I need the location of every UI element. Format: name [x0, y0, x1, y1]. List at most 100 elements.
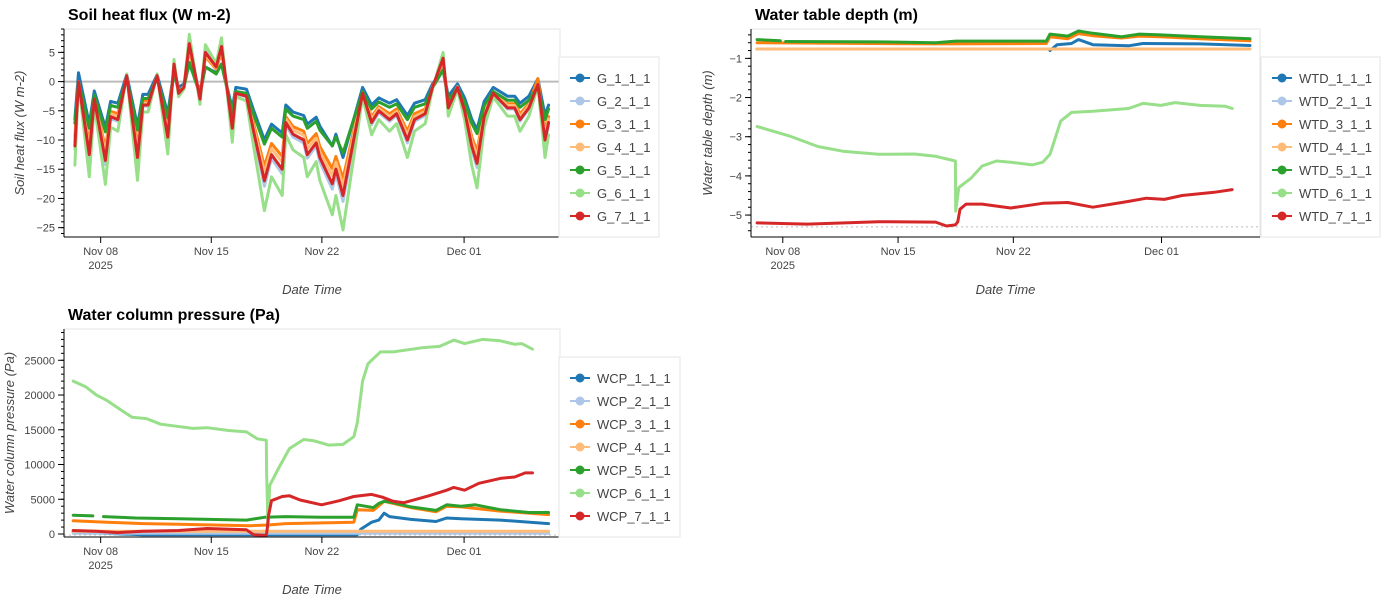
legend-marker-icon [575, 396, 585, 406]
legend-marker-icon [575, 211, 585, 221]
x-tick-label: Nov 15 [194, 546, 229, 558]
series-line-WTD_3_1_1 [755, 32, 1252, 46]
legend-item[interactable]: G_4_1_1 [570, 140, 651, 155]
legend-marker-icon [1277, 211, 1287, 221]
legend-item[interactable]: WCP_6_1_1 [570, 486, 671, 501]
legend-item[interactable]: WCP_1_1_1 [570, 371, 671, 386]
x-axis-label: Date Time [282, 582, 342, 597]
legend-marker-icon [1277, 188, 1287, 198]
legend-label: WTD_6_1_1 [1299, 186, 1372, 201]
x-tick-label: Nov 22 [304, 546, 339, 558]
legend-label: G_2_1_1 [597, 94, 651, 109]
legend-label: G_6_1_1 [597, 186, 651, 201]
series-line-WCP_6_1_1 [71, 337, 534, 529]
y-tick-label: −20 [36, 193, 55, 205]
x-tick-label: Nov 08 [83, 246, 118, 258]
y-tick-label: 25000 [24, 355, 55, 367]
legend-label: WCP_3_1_1 [597, 417, 671, 432]
x-tick-sublabel: 2025 [88, 260, 112, 272]
legend-marker-icon [1277, 142, 1287, 152]
legend-marker-icon [575, 165, 585, 175]
legend-item[interactable]: WCP_7_1_1 [570, 509, 671, 524]
legend-item[interactable]: G_3_1_1 [570, 117, 651, 132]
x-axis-label: Date Time [976, 282, 1036, 297]
plot-area[interactable] [64, 337, 560, 537]
legend-item[interactable]: G_1_1_1 [570, 71, 651, 86]
legend-item[interactable]: WCP_3_1_1 [570, 417, 671, 432]
legend-item[interactable]: G_6_1_1 [570, 186, 651, 201]
y-tick-label: −1 [729, 53, 742, 65]
plot-area[interactable] [64, 32, 560, 232]
legend-item[interactable]: WTD_5_1_1 [1272, 163, 1372, 178]
x-tick-sublabel: 2025 [88, 560, 112, 572]
y-tick-label: 5000 [31, 494, 55, 506]
legend-label: WCP_2_1_1 [597, 394, 671, 409]
legend-item[interactable]: G_5_1_1 [570, 163, 651, 178]
legend-item[interactable]: WTD_1_1_1 [1272, 71, 1372, 86]
legend-marker-icon [575, 73, 585, 83]
legend-marker-icon [575, 442, 585, 452]
y-axis-label: Soil heat flux (W m-2) [12, 71, 27, 196]
series-line-WTD_5_1_1 [755, 38, 782, 43]
legend-item[interactable]: WTD_4_1_1 [1272, 140, 1372, 155]
legend-label: WCP_7_1_1 [597, 509, 671, 524]
legend-item[interactable]: WCP_4_1_1 [570, 440, 671, 455]
legend-item[interactable]: G_2_1_1 [570, 94, 651, 109]
x-tick-label: Nov 22 [996, 246, 1031, 258]
legend-marker-icon [1277, 165, 1287, 175]
legend-label: WTD_1_1_1 [1299, 71, 1372, 86]
series-line-WTD_1_1_1 [1048, 38, 1252, 52]
legend-label: WTD_2_1_1 [1299, 94, 1372, 109]
series-line-G_5_1_1 [73, 60, 551, 155]
y-tick-label: 5 [49, 47, 55, 59]
x-tick-sublabel: 2025 [771, 260, 795, 272]
legend-label: WTD_7_1_1 [1299, 209, 1372, 224]
series-line-WTD_7_1_1 [755, 188, 1234, 228]
legend: WTD_1_1_1 WTD_2_1_1 WTD_3_1_1 WTD_4_1_1 WTD_… [1260, 56, 1381, 238]
x-tick-label: Nov 08 [765, 246, 800, 258]
series-line-WCP_5_1_1 [71, 513, 95, 518]
legend-item[interactable]: WTD_3_1_1 [1272, 117, 1372, 132]
legend-item[interactable]: WCP_2_1_1 [570, 394, 671, 409]
legend-item[interactable]: WTD_6_1_1 [1272, 186, 1372, 201]
y-tick-label: −5 [729, 210, 742, 222]
legend-label: G_7_1_1 [597, 209, 651, 224]
series-line-WCP_7_1_1 [71, 471, 534, 537]
legend-item[interactable]: WCP_5_1_1 [570, 463, 671, 478]
x-tick-label: Dec 01 [1144, 246, 1179, 258]
y-tick-label: 15000 [24, 425, 55, 437]
chart-title: Soil heat flux (W m-2) [68, 7, 231, 24]
chart-panel-3: Water column pressure (Pa) 0 5000 10000 1500… [2, 307, 681, 597]
y-tick-label: 0 [49, 529, 55, 541]
chart-title: Water table depth (m) [755, 7, 918, 24]
series-line-G_7_1_1 [73, 42, 551, 197]
legend-marker-icon [575, 488, 585, 498]
series-line-WTD_5_1_1 [784, 29, 1252, 45]
legend-marker-icon [575, 511, 585, 521]
series-line-G_6_1_1 [73, 32, 551, 232]
plot-area[interactable] [751, 29, 1260, 228]
series-line-WTD_6_1_1 [755, 101, 1234, 213]
legend-label: WTD_3_1_1 [1299, 117, 1372, 132]
legend-label: G_5_1_1 [597, 163, 651, 178]
legend-marker-icon [575, 419, 585, 429]
legend-label: G_4_1_1 [597, 140, 651, 155]
legend-label: WCP_4_1_1 [597, 440, 671, 455]
legend-marker-icon [575, 96, 585, 106]
legend-item[interactable]: G_7_1_1 [570, 209, 651, 224]
chart-panel-2: Water table depth (m) −1 −2 −3 −4 −5 Nov 08 202… [700, 7, 1381, 297]
x-tick-label: Dec 01 [447, 546, 482, 558]
y-tick-label: −3 [729, 132, 742, 144]
chart-panel-1: Soil heat flux (W m-2) 5 0 −5 −10 −15 −20 −25 No… [12, 7, 660, 297]
legend-item[interactable]: WTD_7_1_1 [1272, 209, 1372, 224]
legend-marker-icon [1277, 96, 1287, 106]
y-axis-label: Water table depth (m) [700, 70, 715, 195]
x-axis-label: Date Time [282, 282, 342, 297]
legend: WCP_1_1_1 WCP_2_1_1 WCP_3_1_1 WCP_4_1_1 WCP_… [558, 356, 681, 538]
legend-label: WTD_4_1_1 [1299, 140, 1372, 155]
legend-item[interactable]: WTD_2_1_1 [1272, 94, 1372, 109]
y-tick-label: −10 [36, 135, 55, 147]
y-tick-label: 10000 [24, 460, 55, 472]
y-tick-label: −25 [36, 223, 55, 235]
